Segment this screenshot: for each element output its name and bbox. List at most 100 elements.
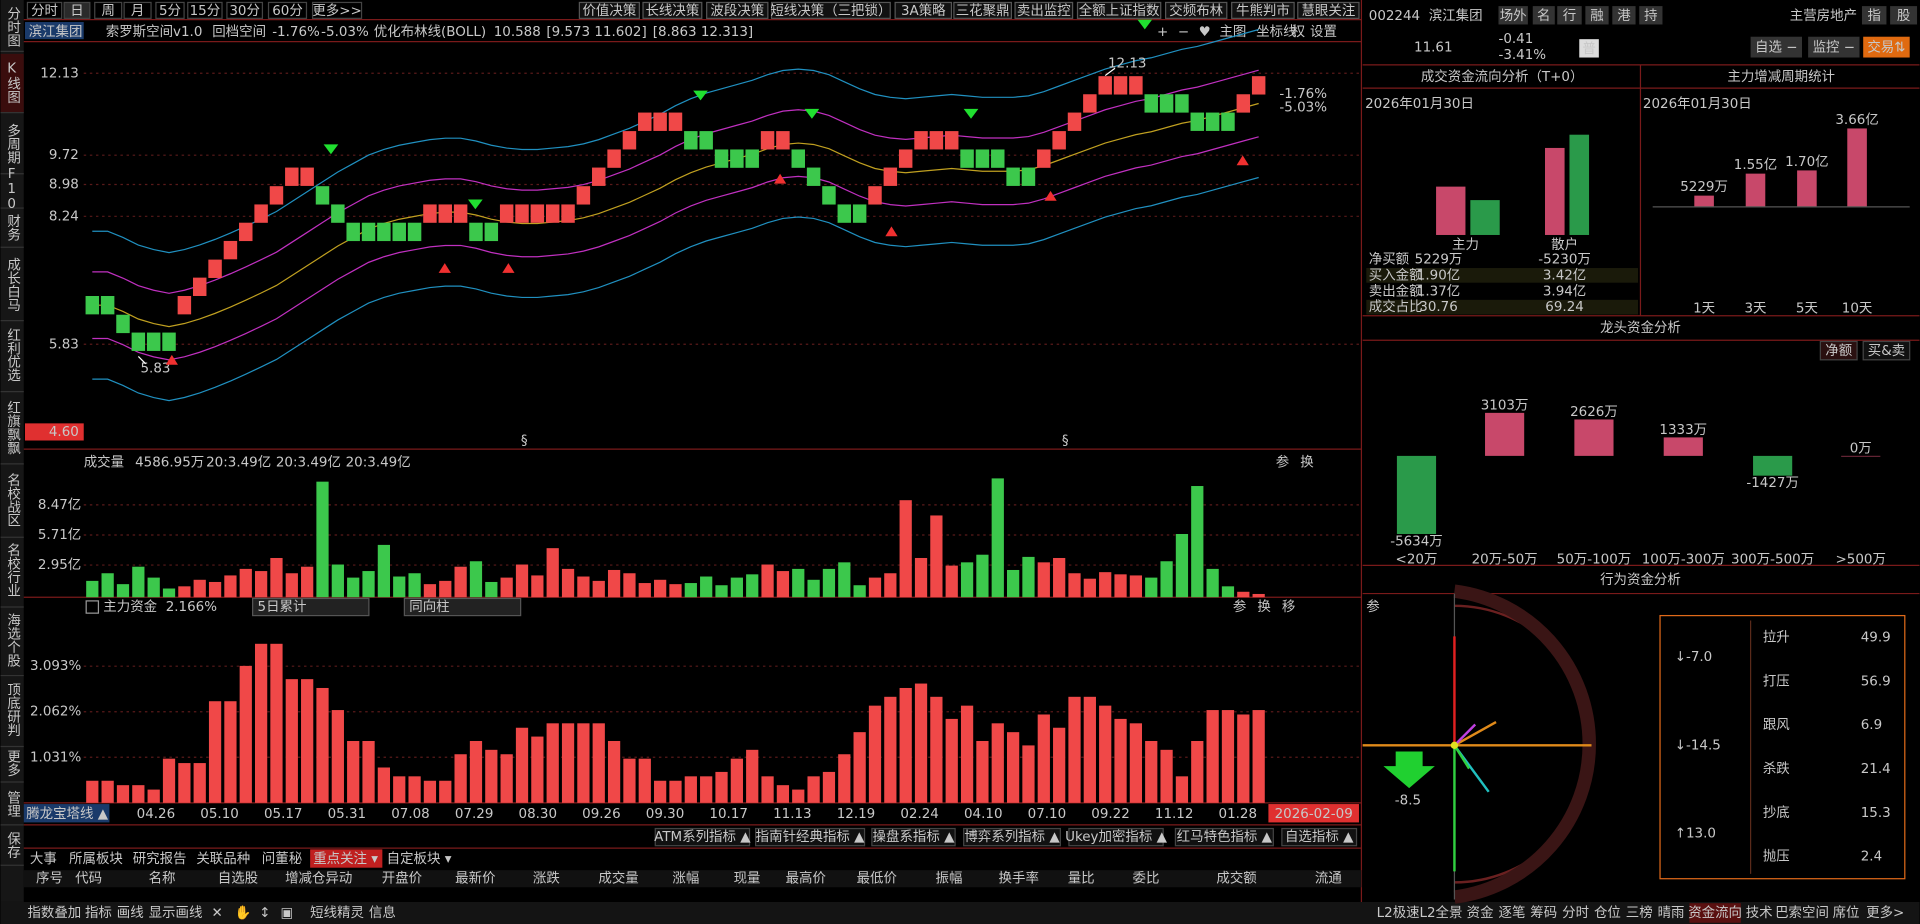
header-button[interactable] [1750,36,1803,58]
status-item[interactable]: 显示画线 [149,905,203,921]
sidebar-tab[interactable]: 名校行业 [4,543,21,597]
status-item[interactable]: 技术 [1746,905,1773,921]
tag[interactable] [1532,6,1555,25]
header-button[interactable] [1863,36,1910,58]
status-item[interactable]: L2全景 [1419,904,1462,921]
period-tab[interactable] [63,1,91,19]
status-item[interactable]: 逐笔 [1498,905,1525,921]
status-item[interactable]: 短线精灵 [310,905,364,921]
period-tab[interactable] [226,1,264,19]
status-item[interactable]: 巴索空间 [1775,905,1829,921]
tab[interactable] [1862,340,1911,361]
dropdown[interactable] [403,597,522,617]
indicator-tab[interactable] [871,827,956,847]
strategy-button[interactable] [578,1,640,19]
info-tab[interactable]: 研究报告 [133,851,187,867]
status-item[interactable]: 更多> [1866,904,1904,921]
status-item[interactable]: 席位 [1833,905,1860,921]
tag[interactable] [1639,6,1663,25]
panel-tool[interactable]: 换 [1300,455,1314,471]
brick [776,131,790,150]
status-item[interactable]: 画线 [117,905,144,921]
info-tab[interactable]: 所属板块 [69,851,123,867]
signal-marker [165,354,178,365]
status-item[interactable]: 指标 [85,905,112,921]
status-item[interactable]: 指数叠加 [27,905,81,921]
period-tab[interactable] [26,1,63,19]
header-button[interactable] [1808,36,1860,58]
status-item[interactable]: 三榜 [1626,904,1653,921]
period-tab[interactable] [267,1,308,19]
sidebar-tab[interactable]: 财务 [4,214,21,241]
indicator-tab[interactable] [1068,827,1164,847]
indicator-tab[interactable] [755,827,866,847]
switch-label: 指 [1867,8,1880,24]
strategy-button[interactable] [770,1,891,19]
sidebar-tab[interactable]: 管理 [4,790,21,817]
sidebar-tab[interactable]: 海选个股 [4,613,21,668]
info-tab[interactable]: 大事 [30,851,57,867]
chart-tool[interactable]: 权 [1292,23,1306,40]
tag[interactable] [1612,6,1636,25]
dropdown[interactable] [252,597,370,617]
switch[interactable] [1890,6,1918,25]
strategy-button[interactable] [1076,1,1162,19]
status-item[interactable]: 分时 [1562,905,1589,921]
period-tab[interactable] [311,1,363,19]
sidebar-tab[interactable]: 名校战区 [4,473,21,527]
strategy-button[interactable] [953,1,1013,19]
tag[interactable] [1557,6,1582,25]
indicator-tab[interactable] [1281,827,1358,847]
tab[interactable] [1819,340,1858,361]
panel-tool[interactable]: 参 [1233,598,1246,615]
header-button-label: 监控 − [1813,40,1855,56]
chart-tool[interactable]: 主图 [1219,24,1246,40]
info-tab[interactable]: 自定板块 ▾ [387,851,452,867]
panel-tool[interactable]: 参 [1276,454,1289,471]
sidebar-tab[interactable]: 保存 [4,831,21,858]
sidebar-tab[interactable]: 多周期 [4,122,21,165]
strategy-button[interactable] [1231,1,1295,19]
sidebar-tab[interactable]: 成长白马 [4,257,21,311]
sidebar-tab[interactable]: K线图 [4,62,21,104]
status-item[interactable]: 信息 [369,904,396,921]
period-tab[interactable] [123,1,152,19]
flow-bar [1569,134,1590,235]
period-tab[interactable] [187,1,223,19]
volume-bar [1145,577,1158,598]
indicator-tab[interactable] [654,827,751,847]
chart-tool[interactable]: 设置 [1310,24,1337,40]
strategy-button[interactable] [1164,1,1228,19]
strategy-button[interactable] [706,1,769,19]
strategy-button[interactable] [1014,1,1074,19]
strategy-button[interactable] [1297,1,1360,19]
fund-bar [546,723,559,803]
sidebar-tab[interactable]: 分时图 [4,7,21,48]
status-item[interactable]: 筹码 [1530,904,1557,921]
switch[interactable] [1861,6,1887,25]
panel-tool[interactable]: 移 [1282,599,1295,615]
sidebar-tab[interactable]: 更多 [4,750,21,777]
status-item[interactable]: 资金流向 [1688,905,1742,921]
info-tab[interactable]: 关联品种 [196,851,250,867]
indicator-tab[interactable] [963,827,1061,847]
strategy-button[interactable] [642,1,703,19]
tag[interactable] [1498,6,1528,25]
period-tab[interactable] [155,1,185,19]
sidebar-tab[interactable]: 红旗飘飘 [4,401,21,456]
tag[interactable] [1585,6,1609,25]
status-item[interactable]: 晴雨 [1658,905,1685,921]
status-item[interactable]: L2极速 [1377,905,1420,921]
indicator-tab[interactable] [1174,827,1274,847]
chart-tool[interactable]: 坐标线 [1256,24,1296,40]
strategy-button[interactable] [894,1,953,19]
period-tab[interactable] [94,1,123,19]
info-tab[interactable]: 问董秘 [262,851,302,867]
panel-tool[interactable]: 换 [1257,599,1271,615]
sidebar-tab[interactable]: F10 [4,167,19,212]
status-item[interactable]: 仓位 [1594,905,1621,921]
status-item[interactable]: 资金 [1467,905,1494,921]
sidebar-tab[interactable]: 红利优选 [4,328,21,383]
info-tab[interactable]: 重点关注 ▾ [313,851,378,867]
sidebar-tab[interactable]: 顶底研判 [4,683,21,738]
